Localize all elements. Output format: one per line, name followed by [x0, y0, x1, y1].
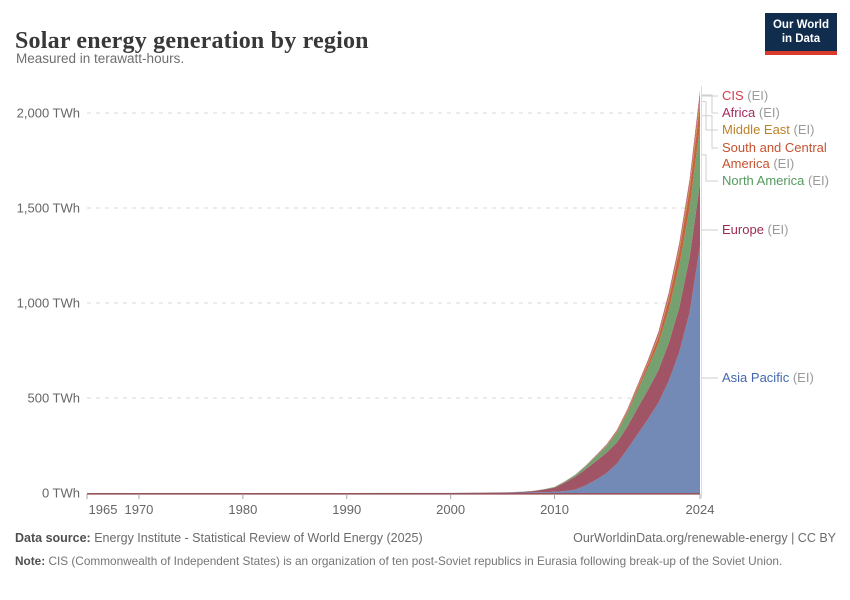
y-axis-tick-label: 500 TWh: [27, 391, 80, 406]
x-axis-tick-label: 1980: [228, 502, 257, 517]
page-title: Solar energy generation by region: [15, 28, 369, 55]
legend-label: CIS: [722, 88, 744, 103]
x-axis-tick-label: 2000: [436, 502, 465, 517]
legend-label: Asia Pacific: [722, 370, 790, 385]
chart-plot-area[interactable]: 0 TWh 500 TWh 1,000 TWh 1,500 TWh 2,000 TWh 1…: [0, 0, 850, 530]
owid-logo[interactable]: Our World in Data: [764, 13, 837, 55]
legend-label: Middle East: [722, 122, 790, 137]
y-axis-tick-label: 2,000 TWh: [17, 106, 80, 121]
y-axis-tick-label: 1,000 TWh: [17, 296, 80, 311]
data-source: Data source: Energy Institute - Statisti…: [15, 531, 423, 545]
legend-item-europe[interactable]: Europe (EI): [722, 222, 846, 238]
area-middle-east[interactable]: [87, 97, 700, 494]
attribution-link[interactable]: OurWorldinData.org/renewable-energy | CC…: [573, 531, 836, 545]
x-axis-tick-label: 1970: [124, 502, 153, 517]
chart-subtitle: Measured in terawatt-hours.: [16, 51, 185, 66]
y-axis-tick-label: 1,500 TWh: [17, 201, 80, 216]
legend-suffix: (EI): [773, 155, 795, 171]
footer-source-row: Data source: Energy Institute - Statisti…: [15, 531, 836, 545]
legend-label: Africa: [722, 105, 756, 120]
area-north-america[interactable]: [87, 126, 700, 494]
x-axis-tick-label: 1990: [332, 502, 361, 517]
legend-item-north-america[interactable]: North America (EI): [722, 173, 846, 189]
legend-item-cis[interactable]: CIS (EI): [722, 88, 846, 104]
legend-suffix: (EI): [758, 105, 780, 120]
footer-note: Note: CIS (Commonwealth of Independent S…: [15, 553, 782, 570]
legend-suffix: (EI): [747, 88, 769, 103]
x-axis-tick-label: 2024: [686, 502, 715, 517]
owid-logo-line2: in Data: [781, 33, 821, 46]
legend-item-south-central-america[interactable]: South and Central America (EI): [722, 140, 846, 171]
legend-item-asia-pacific[interactable]: Asia Pacific (EI): [722, 370, 846, 386]
legend-suffix: (EI): [792, 370, 814, 385]
legend-suffix: (EI): [808, 173, 829, 188]
note-text: CIS (Commonwealth of Independent States)…: [48, 554, 783, 568]
area-africa[interactable]: [87, 92, 700, 493]
legend-label: Europe: [722, 222, 764, 237]
legend-label: South and Central America: [722, 140, 827, 171]
data-source-label: Data source:: [15, 531, 91, 545]
legend-item-middle-east[interactable]: Middle East (EI): [722, 122, 846, 138]
area-cis[interactable]: [87, 90, 700, 493]
area-south-central-america[interactable]: [87, 105, 700, 494]
y-axis-tick-label: 0 TWh: [42, 486, 80, 501]
legend-suffix: (EI): [793, 122, 815, 137]
legend-item-africa[interactable]: Africa (EI): [722, 105, 846, 121]
legend-connector-south-central-america: [702, 115, 718, 149]
legend-label: North America: [722, 173, 805, 188]
x-axis-tick-label: 2010: [540, 502, 569, 517]
data-source-text: Energy Institute - Statistical Review of…: [94, 531, 423, 545]
owid-logo-line1: Our World: [772, 19, 829, 31]
legend-connector-north-america: [702, 154, 718, 182]
note-label: Note:: [15, 554, 46, 568]
area-asia-pacific[interactable]: [87, 246, 700, 493]
legend-connector-africa: [702, 94, 718, 114]
x-axis-tick-label: 1965: [89, 502, 118, 517]
legend-suffix: (EI): [767, 222, 789, 237]
